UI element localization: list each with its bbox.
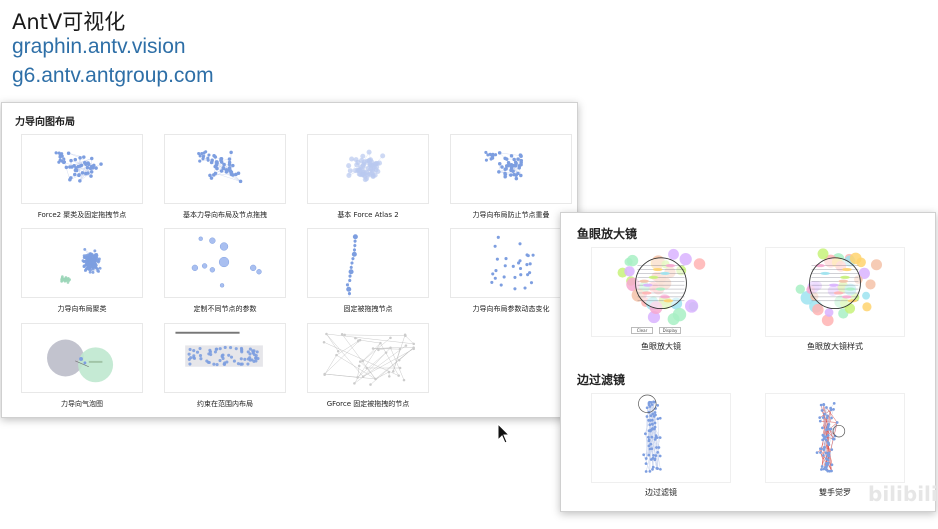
example-caption: 力导向布局参数动态变化	[472, 305, 550, 313]
example-caption: 雙手觉罗	[819, 488, 851, 497]
scatter-graph-icon	[164, 134, 286, 204]
example-caption: Force2 聚类及固定拖拽节点	[37, 211, 127, 219]
example-card[interactable]: 边过滤镜	[591, 393, 731, 501]
display-button[interactable]: Display	[659, 327, 681, 334]
fisheye-lens-icon	[591, 247, 731, 337]
example-card[interactable]: 力导向布局聚类	[21, 228, 143, 316]
example-card[interactable]: 约束在范围内布局	[164, 323, 286, 411]
example-card[interactable]: 基本 Force Atlas 2	[307, 134, 429, 222]
chain-graph-icon	[307, 228, 429, 298]
example-card[interactable]: 雙手觉罗	[765, 393, 905, 501]
graphin-link[interactable]: graphin.antv.vision	[12, 35, 186, 58]
mouse-cursor-icon	[497, 423, 511, 444]
fisheye-title: 鱼眼放大镜	[577, 227, 638, 241]
bounded-graph-icon	[164, 323, 286, 393]
example-caption: GForce 固定被拖拽的节点	[326, 400, 410, 408]
example-card[interactable]: 力导向布局防止节点重叠	[450, 134, 572, 222]
example-card[interactable]: 固定被拖拽节点	[307, 228, 429, 316]
faded-graph-icon	[307, 134, 429, 204]
edge-filter-title: 边过滤镜	[577, 373, 626, 387]
example-caption: 约束在范围内布局	[197, 400, 253, 408]
example-card[interactable]: Force2 聚类及固定拖拽节点	[21, 134, 143, 222]
clear-button[interactable]: Clear	[631, 327, 653, 334]
scatter-graph-icon	[21, 134, 143, 204]
watermark-logo: bilibili	[868, 482, 938, 506]
bubble-chart-icon	[21, 323, 143, 393]
example-caption: 定制不同节点的参数	[193, 305, 257, 313]
example-caption: 力导向布局防止节点重叠	[472, 211, 550, 219]
scatter-graph-icon	[450, 134, 572, 204]
force-layout-title: 力导向图布局	[15, 117, 75, 128]
g6-link[interactable]: g6.antv.antgroup.com	[12, 64, 214, 87]
example-caption: 力导向气泡图	[61, 400, 103, 408]
example-card[interactable]: GForce 固定被拖拽的节点	[307, 323, 429, 411]
example-caption: 基本 Force Atlas 2	[337, 211, 399, 219]
example-card[interactable]: 鱼眼放大镜样式	[765, 247, 905, 355]
page-header-title: AntV可视化	[12, 10, 126, 34]
dense-cluster-icon	[21, 228, 143, 298]
example-card[interactable]: 力导向气泡图	[21, 323, 143, 411]
edge-filter-lens-red-icon	[765, 393, 905, 483]
lens-panel: 鱼眼放大镜 Clear Display 鱼眼放大镜 鱼眼放大镜样式 边过滤镜 边…	[560, 212, 936, 512]
example-card[interactable]: 力导向布局参数动态变化	[450, 228, 572, 316]
force-layout-panel: 力导向图布局 Force2 聚类及固定拖拽节点 基本力导向布局及节点拖拽 基本 …	[1, 102, 578, 418]
example-caption: 力导向布局聚类	[57, 305, 107, 313]
sized-nodes-icon	[164, 228, 286, 298]
example-caption: 基本力导向布局及节点拖拽	[183, 211, 267, 219]
edge-filter-lens-icon	[591, 393, 731, 483]
gforce-graph-icon	[307, 323, 429, 393]
example-caption: 边过滤镜	[645, 488, 677, 497]
example-card[interactable]: Clear Display 鱼眼放大镜	[591, 247, 731, 355]
sparse-graph-icon	[450, 228, 572, 298]
example-card[interactable]: 定制不同节点的参数	[164, 228, 286, 316]
example-caption: 固定被拖拽节点	[343, 305, 393, 313]
example-caption: 鱼眼放大镜样式	[807, 342, 863, 351]
example-card[interactable]: 基本力导向布局及节点拖拽	[164, 134, 286, 222]
fisheye-lens-icon	[765, 247, 905, 337]
example-caption: 鱼眼放大镜	[641, 342, 681, 351]
